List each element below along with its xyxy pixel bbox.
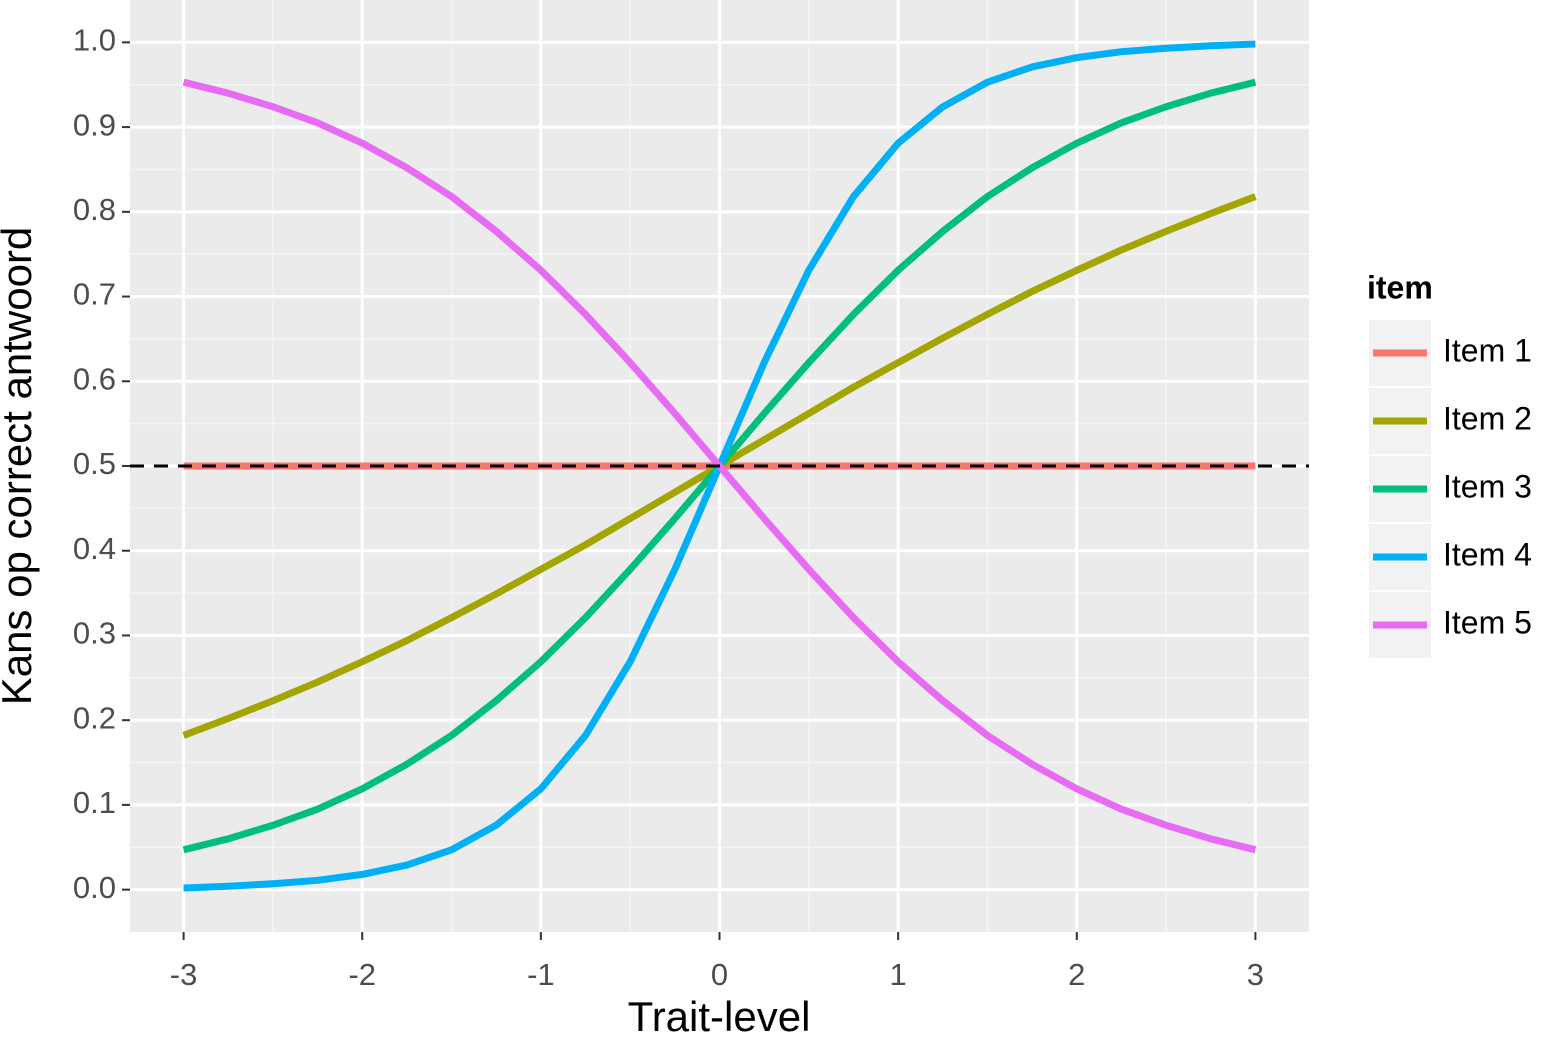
x-axis-title: Trait-level: [628, 993, 811, 1037]
marks: [130, 40, 1309, 892]
x-tick-label: -2: [348, 957, 376, 992]
y-tick-label: 0.7: [73, 277, 116, 312]
x-tick-label: -3: [170, 957, 198, 992]
y-tick-label: 0.9: [73, 107, 116, 142]
legend-label: Item 2: [1443, 400, 1532, 436]
legend-label: Item 4: [1443, 536, 1532, 572]
y-tick-label: 0.6: [73, 361, 116, 396]
x-tick-label: 3: [1247, 957, 1264, 992]
y-tick-label: 0.4: [73, 531, 116, 566]
x-tick-label: -1: [527, 957, 555, 992]
y-tick-label: 1.0: [73, 23, 116, 58]
y-tick-label: 0.0: [73, 870, 116, 905]
legend-label: Item 1: [1443, 332, 1532, 368]
y-tick-label: 0.2: [73, 700, 116, 735]
x-tick-label: 2: [1068, 957, 1085, 992]
legend-label: Item 5: [1443, 604, 1532, 640]
legend-label: Item 3: [1443, 468, 1532, 504]
y-tick-label: 0.1: [73, 785, 116, 820]
legend-title: item: [1367, 269, 1433, 305]
x-tick-label: 0: [711, 957, 728, 992]
y-tick-label: 0.5: [73, 446, 116, 481]
y-axis-title: Kans op correct antwoord: [0, 227, 40, 706]
x-tick-label: 1: [890, 957, 907, 992]
y-tick-label: 0.3: [73, 616, 116, 651]
y-tick-label: 0.8: [73, 192, 116, 227]
